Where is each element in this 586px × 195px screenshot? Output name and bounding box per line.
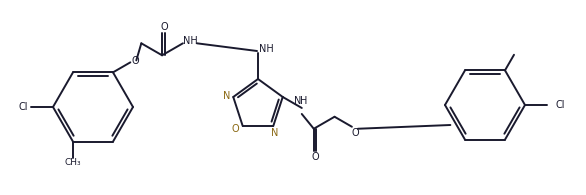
Text: NH: NH: [258, 44, 274, 54]
Text: N: N: [223, 91, 230, 101]
Text: NH: NH: [182, 36, 197, 46]
Text: Cl: Cl: [18, 102, 28, 112]
Text: O: O: [232, 124, 240, 134]
Text: CH₃: CH₃: [64, 158, 81, 167]
Text: O: O: [351, 128, 359, 138]
Text: O: O: [312, 152, 319, 162]
Text: N: N: [271, 128, 278, 138]
Text: O: O: [131, 56, 139, 66]
Text: Cl: Cl: [555, 100, 564, 110]
Text: N: N: [294, 96, 301, 106]
Text: O: O: [161, 22, 168, 32]
Text: H: H: [300, 96, 308, 106]
